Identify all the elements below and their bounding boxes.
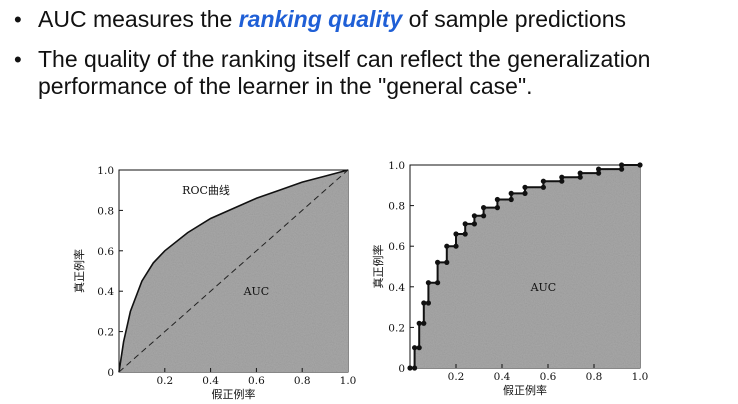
x-tick-label: 0.2 xyxy=(156,375,173,387)
roc-point xyxy=(462,221,468,227)
y-tick-label: 0 xyxy=(398,363,405,375)
roc-chart-empirical: 0 0.2 0.4 0.6 0.8 1.0 0.2 0.4 0.6 0.8 1.0 假正例率 真正例率 A… xyxy=(371,160,648,397)
bullet-emphasis: ranking quality xyxy=(238,6,403,32)
roc-point xyxy=(494,196,500,203)
roc-point xyxy=(508,196,514,203)
roc-point xyxy=(481,213,487,219)
roc-point xyxy=(421,300,427,306)
roc-point xyxy=(444,259,450,265)
roc-point xyxy=(494,205,500,211)
roc-point xyxy=(508,190,514,196)
x-axis-title: 假正例率 xyxy=(212,387,256,401)
roc-point xyxy=(462,231,468,237)
bullet-item-2: • The quality of the ranking itself can … xyxy=(14,46,650,100)
roc-point xyxy=(412,365,418,371)
roc-point xyxy=(412,345,418,351)
roc-point xyxy=(425,300,431,306)
bullet-dot: • xyxy=(14,7,22,32)
roc-point xyxy=(444,243,450,249)
roc-point xyxy=(540,184,547,190)
y-tick-label: 0.6 xyxy=(97,246,114,258)
roc-point xyxy=(577,170,583,176)
x-tick-label: 0.4 xyxy=(202,375,219,387)
y-axis-title: 真正例率 xyxy=(72,249,86,293)
x-tick-label: 0.8 xyxy=(586,371,603,383)
y-tick-label: 0.8 xyxy=(388,201,405,213)
x-tick-label: 0.2 xyxy=(448,371,465,383)
roc-curve xyxy=(118,169,349,373)
roc-point xyxy=(453,231,459,237)
roc-point xyxy=(453,243,459,249)
roc-point xyxy=(471,213,477,219)
x-tick-label: 1.0 xyxy=(340,375,357,387)
x-axis-title: 假正例率 xyxy=(503,383,547,397)
roc-point xyxy=(559,174,565,180)
y-tick-label: 1.0 xyxy=(97,165,114,177)
x-tick-label: 0.6 xyxy=(540,371,557,383)
roc-point xyxy=(481,205,487,211)
roc-point xyxy=(619,162,625,168)
auc-label: AUC xyxy=(530,281,557,294)
roc-point xyxy=(407,365,413,371)
x-tick-label: 0.4 xyxy=(494,371,511,383)
roc-point xyxy=(559,178,565,184)
auc-label: AUC xyxy=(243,285,270,298)
roc-point xyxy=(416,320,422,326)
roc-point xyxy=(425,280,431,286)
bullet-line-2: performance of the learner in the "gener… xyxy=(38,73,533,99)
roc-point xyxy=(637,162,643,168)
curve-label: ROC曲线 xyxy=(182,183,230,197)
y-tick-label: 0.6 xyxy=(388,241,405,253)
auc-area xyxy=(410,165,640,368)
roc-point xyxy=(435,259,441,265)
roc-point xyxy=(619,166,625,172)
diagonal-line xyxy=(118,169,349,373)
bullet-text-before: AUC measures the xyxy=(38,6,239,32)
bullet-dot: • xyxy=(14,47,22,72)
x-tick-label: 0.8 xyxy=(294,375,311,387)
bullet-line-1: The quality of the ranking itself can re… xyxy=(38,46,651,72)
roc-point xyxy=(596,170,602,176)
roc-point xyxy=(596,166,602,172)
roc-point xyxy=(421,320,427,326)
y-axis-title: 真正例率 xyxy=(371,245,385,289)
roc-point xyxy=(435,280,441,286)
bullet-item-1: • AUC measures the ranking quality of sa… xyxy=(14,6,626,33)
y-tick-label: 0.4 xyxy=(97,286,114,298)
bullet-text-after: of sample predictions xyxy=(402,6,627,32)
roc-point xyxy=(540,178,547,184)
y-tick-label: 0 xyxy=(107,367,114,379)
roc-point xyxy=(471,221,477,227)
roc-point xyxy=(522,184,528,190)
y-tick-label: 0.2 xyxy=(97,327,114,339)
roc-chart-smooth: 0 0.2 0.4 0.6 0.8 1.0 0.2 0.4 0.6 0.8 1.0 假正例率 真正例率 R… xyxy=(72,165,356,401)
y-tick-label: 0.8 xyxy=(97,205,114,217)
roc-point xyxy=(416,345,422,351)
roc-point xyxy=(522,190,528,196)
y-tick-label: 0.4 xyxy=(388,282,405,294)
y-tick-label: 1.0 xyxy=(388,160,405,172)
x-tick-label: 1.0 xyxy=(632,371,649,383)
x-tick-label: 0.6 xyxy=(248,375,265,387)
y-tick-label: 0.2 xyxy=(388,322,405,334)
roc-point xyxy=(577,174,583,180)
